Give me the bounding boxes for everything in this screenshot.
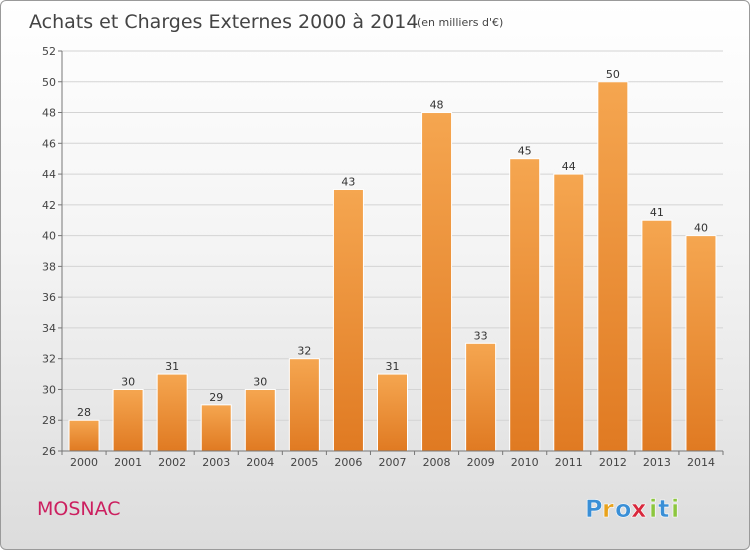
x-tick-label: 2001: [114, 456, 142, 469]
y-tick-label: 50: [42, 76, 56, 89]
bar: [421, 112, 453, 452]
bar-value-label: 44: [562, 160, 576, 173]
bar: [377, 373, 408, 452]
logo-letter: i: [649, 495, 657, 523]
bar: [641, 219, 673, 452]
logo-letter: o: [615, 495, 632, 523]
y-tick-label: 36: [42, 291, 56, 304]
bar-value-label: 30: [121, 375, 135, 388]
x-axis: 2000 2001 2002 2003 2004 2005 2006 2007 2008 2009…: [61, 450, 724, 469]
x-tick-label: 2000: [70, 456, 98, 469]
bar: [553, 173, 585, 452]
y-tick-label: 46: [42, 137, 56, 150]
x-tick-label: 2006: [334, 456, 362, 469]
bar: [332, 188, 364, 452]
bar-value-label: 32: [297, 345, 311, 358]
bar: [156, 373, 188, 452]
logo-letter: t: [658, 495, 669, 523]
bar-value-label: 31: [165, 360, 179, 373]
y-tick-label: 48: [42, 107, 56, 120]
y-tick-label: 52: [42, 45, 56, 58]
x-tick-label: 2010: [511, 456, 539, 469]
bar-value-label: 29: [209, 391, 223, 404]
bar-value-label: 40: [694, 222, 708, 235]
x-tick-label: 2005: [290, 456, 318, 469]
bar-value-label: 30: [253, 375, 267, 388]
x-tick-label: 2009: [467, 456, 495, 469]
logo-letter: x: [631, 495, 647, 523]
y-tick-label: 40: [42, 230, 56, 243]
x-tick-label: 2008: [423, 456, 451, 469]
bars: 28 30 31 29 30 32 43 31 48 33 45 44 50 41 40: [68, 68, 717, 452]
logo-letter: P: [585, 495, 603, 523]
x-tick-label: 2012: [599, 456, 627, 469]
y-tick-label: 32: [42, 353, 56, 366]
commune-name: MOSNAC: [37, 498, 121, 520]
bar: [200, 404, 232, 452]
x-tick-label: 2013: [643, 456, 671, 469]
logo-letter: i: [671, 495, 679, 523]
bar-value-label: 45: [518, 145, 532, 158]
y-tick-label: 38: [42, 260, 56, 273]
chart-unit: (en milliers d'€): [417, 16, 503, 29]
bar: [68, 419, 100, 452]
y-tick-label: 34: [42, 322, 56, 335]
y-tick-label: 28: [42, 414, 56, 427]
logo-letter: r: [602, 495, 614, 523]
x-tick-label: 2011: [555, 456, 583, 469]
y-tick-label: 30: [42, 383, 56, 396]
y-tick-label: 42: [42, 199, 56, 212]
bar-value-label: 28: [77, 406, 91, 419]
x-tick-label: 2003: [202, 456, 230, 469]
bar-value-label: 41: [650, 206, 664, 219]
x-tick-label: 2007: [379, 456, 407, 469]
bar-value-label: 43: [341, 175, 355, 188]
bar: [685, 235, 717, 452]
chart-title: Achats et Charges Externes 2000 à 2014: [29, 11, 418, 33]
x-tick-label: 2014: [687, 456, 715, 469]
bar: [465, 342, 497, 452]
y-tick-label: 26: [42, 445, 56, 458]
x-tick-label: 2004: [246, 456, 274, 469]
bar-value-label: 31: [386, 360, 400, 373]
y-tick-label: 44: [42, 168, 56, 181]
bar: [597, 81, 629, 452]
x-tick-label: 2002: [158, 456, 186, 469]
bar-value-label: 33: [474, 329, 488, 342]
bar: [509, 158, 541, 452]
y-axis: 26 28 30 32 34 36 38 40 42 44 46 48 50 52: [42, 45, 63, 458]
bar: [288, 358, 320, 452]
bar-value-label: 48: [430, 99, 444, 112]
bar: [112, 388, 144, 452]
bar: [244, 388, 276, 452]
bar-value-label: 50: [606, 68, 620, 81]
